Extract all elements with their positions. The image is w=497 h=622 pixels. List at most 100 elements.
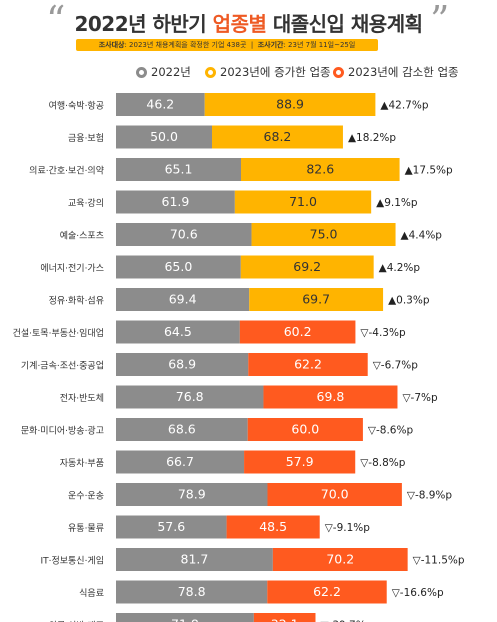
bar-2023 <box>226 515 320 539</box>
value-label-2022: 61.9 <box>162 194 190 209</box>
bar-2023 <box>249 288 384 311</box>
bar-2022 <box>116 223 252 246</box>
value-label-2023: 62.2 <box>294 357 322 372</box>
change-label: ▲17.5%p <box>405 165 453 177</box>
value-label-2023: 69.7 <box>302 292 330 307</box>
value-label-2022: 64.5 <box>164 324 192 339</box>
value-label-2022: 65.1 <box>165 162 193 177</box>
category-label: 문화·미디어·방송·광고 <box>21 425 104 437</box>
title-highlight: 업종별 <box>212 12 267 36</box>
legend-yellow-dot-icon <box>205 66 216 78</box>
bar-2022 <box>116 385 264 409</box>
value-label-2022: 57.6 <box>157 519 185 534</box>
value-label-2022: 81.7 <box>181 552 209 567</box>
category-label: 의류·신발·제조 <box>49 621 104 622</box>
value-label-2023: 48.5 <box>259 519 287 534</box>
change-label: ▽-7%p <box>402 392 438 404</box>
value-label-2022: 46.2 <box>146 97 174 112</box>
value-label-2022: 68.9 <box>168 357 196 372</box>
category-label: 의료·간호·보건·의약 <box>29 165 104 177</box>
bar-2022 <box>116 418 248 441</box>
value-label-2022: 50.0 <box>150 129 178 144</box>
change-label: ▽-4.3%p <box>360 327 406 339</box>
bar-2023 <box>240 158 400 181</box>
change-label: ▽-11.5%p <box>413 555 465 567</box>
change-label: ▽-8.6%p <box>368 425 414 437</box>
chart-title: 2022년 하반기 업종별 대졸신입 채용계획 <box>0 8 497 37</box>
bar-2022 <box>116 125 212 149</box>
change-label: ▲18.2%p <box>348 132 396 144</box>
category-label: 기계·금속·조선·중공업 <box>21 360 104 372</box>
category-label: 여행·숙박·항공 <box>49 100 104 112</box>
category-label: 교육·강의 <box>68 198 104 209</box>
legend-item-increase: 2023년에 증가한 업종 <box>205 64 331 80</box>
value-label-2022: 76.8 <box>176 389 204 404</box>
legend-gray-dot-icon <box>136 66 147 78</box>
value-label-2023: 69.2 <box>293 259 321 274</box>
bar-2023 <box>247 418 363 441</box>
survey-info-bar: 조사대상: 2023년 채용계획을 확정한 기업 438곳 | 조사기간: 23… <box>76 39 378 51</box>
category-label: 자동차·부품 <box>60 457 104 469</box>
value-label-2023: 32.1 <box>271 617 299 622</box>
title-prefix: 2022년 하반기 <box>74 12 213 36</box>
value-label-2022: 78.8 <box>178 584 206 599</box>
bar-2023 <box>267 580 387 604</box>
bar-2023 <box>248 353 368 376</box>
change-label: ▲4.4%p <box>401 230 443 242</box>
change-label: ▽-8.9%p <box>407 490 453 502</box>
bar-2022 <box>116 548 273 571</box>
value-label-2023: 60.2 <box>284 324 312 339</box>
bar-2022 <box>116 93 205 116</box>
bar-2022 <box>116 353 249 376</box>
value-label-2022: 65.0 <box>164 259 192 274</box>
title-suffix: 대졸신입 채용계획 <box>266 12 423 36</box>
value-label-2023: 60.0 <box>291 422 319 437</box>
category-label: IT·정보통신·게임 <box>40 555 104 567</box>
category-label: 건설·토목·부동산·임대업 <box>13 327 104 339</box>
value-label-2022: 78.9 <box>178 487 206 502</box>
bar-2022 <box>116 483 268 506</box>
legend-orange-dot-icon <box>333 66 344 78</box>
change-label: ▲4.2%p <box>379 262 421 274</box>
open-quote-icon: “ <box>46 0 66 42</box>
value-label-2022: 70.6 <box>170 227 198 242</box>
change-label: ▲42.7%p <box>380 100 428 112</box>
value-label-2023: 68.2 <box>264 129 292 144</box>
change-label: ▲9.1%p <box>376 197 418 209</box>
bar-2022 <box>116 255 241 279</box>
survey-value: : 2023년 채용계획을 확정한 기업 438곳 <box>124 41 247 49</box>
bar-2023 <box>263 385 398 409</box>
bar-2023 <box>251 223 396 246</box>
change-label: ▽-6.7%p <box>373 360 419 372</box>
category-label: 예술·스포츠 <box>60 231 104 242</box>
bar-2023 <box>253 613 316 622</box>
bar-2023 <box>272 548 408 571</box>
change-label: ▽-39.7%p <box>320 620 372 622</box>
value-label-2022: 66.7 <box>166 454 194 469</box>
legend-item-decrease: 2023년에 감소한 업종 <box>333 64 459 80</box>
period-label: 조사기간 <box>257 41 284 49</box>
bar-2022 <box>116 320 240 344</box>
value-label-2023: 82.6 <box>306 162 334 177</box>
bar-2023 <box>234 190 372 214</box>
legend-item-2022: 2022년 <box>136 64 191 80</box>
legend-label-decrease: 2023년에 감소한 업종 <box>348 65 459 79</box>
title-area: “ 2022년 하반기 업종별 대졸신입 채용계획 ” <box>0 0 497 40</box>
bar-2023 <box>267 483 402 506</box>
period-value: : 23년 7월 11일~25일 <box>283 41 356 49</box>
bar-2023 <box>204 93 376 116</box>
value-label-2022: 69.4 <box>169 292 197 307</box>
bar-2023 <box>244 450 356 474</box>
close-quote-icon: ” <box>430 0 450 42</box>
value-label-2022: 68.6 <box>168 422 196 437</box>
value-label-2023: 57.9 <box>286 454 314 469</box>
value-label-2023: 70.2 <box>326 552 354 567</box>
bar-2023 <box>240 255 374 279</box>
change-label: ▽-16.6%p <box>392 587 444 599</box>
legend-label-2022: 2022년 <box>151 65 191 79</box>
category-label: 에너지·전기·가스 <box>40 263 104 274</box>
category-label: 금융·보험 <box>68 133 104 144</box>
value-label-2023: 62.2 <box>313 584 341 599</box>
bar-2022 <box>116 515 227 539</box>
